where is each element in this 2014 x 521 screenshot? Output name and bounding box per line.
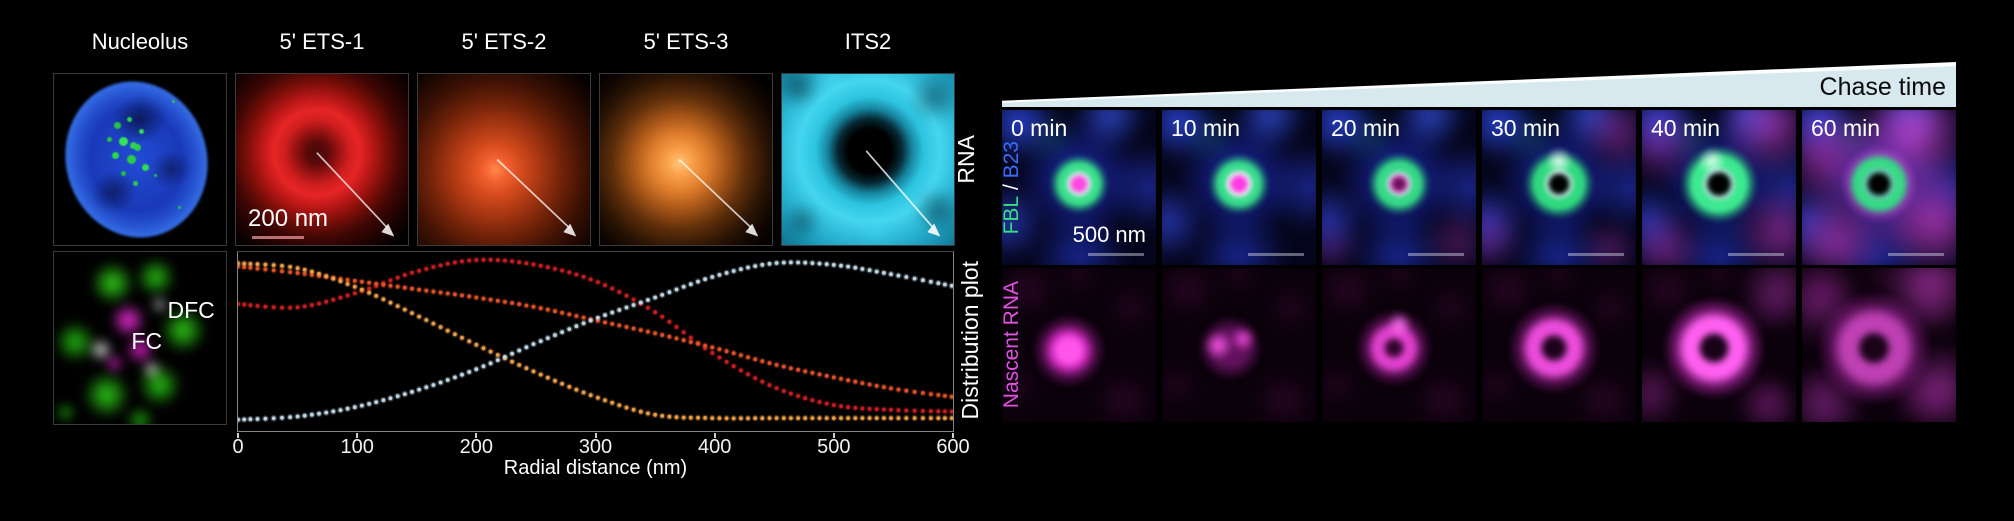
fbl-ring [1675, 140, 1763, 228]
nascent-rna-image-30min [1482, 268, 1636, 422]
scale-bar-line [1728, 253, 1784, 256]
fbl-b23-image-40min: 40 min [1642, 110, 1796, 265]
fbl-ring [1202, 147, 1276, 221]
column-label-nucleolus: Nucleolus [53, 28, 227, 56]
x-tick-label: 200 [460, 436, 493, 459]
scale-bar: 200 nm [248, 205, 328, 239]
fbl-b23-image-20min: 20 min [1322, 110, 1476, 265]
x-tick-label: 600 [936, 436, 969, 459]
time-label: 20 min [1331, 115, 1400, 142]
nascent-rna-signal [1489, 283, 1619, 413]
x-tick-label: 300 [579, 436, 612, 459]
y-axis-title: Distribution plot [948, 251, 992, 430]
row-label-part: B23 [1000, 141, 1023, 178]
scale-bar-label: 200 nm [248, 205, 328, 233]
fc-dfc-zoom-image: DFC FC [53, 251, 227, 425]
chase-time-label: Chase time [1820, 73, 1956, 107]
x-tick-label: 500 [817, 436, 850, 459]
time-label: 40 min [1651, 115, 1720, 142]
scale-bar-line [1248, 253, 1304, 256]
nascent-rna-signal [1009, 283, 1139, 413]
nucleolus-overview-image [53, 73, 227, 246]
x-tick-label: 400 [698, 436, 731, 459]
nascent-rna-image-40min [1642, 268, 1796, 422]
fc-label: FC [131, 328, 162, 355]
pointer-arrow-icon [418, 74, 590, 245]
nascent-rna-label: Nascent RNA [997, 268, 1027, 422]
x-tick-label: 100 [340, 436, 373, 459]
column-label-5ets2: 5' ETS-2 [417, 28, 591, 56]
nucleus-blue-stain [53, 73, 226, 246]
fbl-b23-image-10min: 10 min [1162, 110, 1316, 265]
scale-bar-line [252, 236, 304, 239]
scale-bar-label: 500 nm [1073, 222, 1146, 248]
x-tick-label: 0 [232, 436, 243, 459]
fbl-ring [1361, 146, 1437, 222]
time-label: 60 min [1811, 115, 1880, 142]
nascent-rna-image-10min [1162, 268, 1316, 422]
pointer-arrow-icon [782, 74, 954, 245]
column-label-5ets1: 5' ETS-1 [235, 28, 409, 56]
time-label: 30 min [1491, 115, 1560, 142]
dfc-label: DFC [168, 297, 215, 324]
fbl-b23-image-60min: 60 min [1802, 110, 1956, 265]
nascent-rna-signal [1329, 283, 1459, 413]
fbl-b23-image-30min: 30 min [1482, 110, 1636, 265]
nascent-rna-image-60min [1802, 268, 1956, 422]
pointer-arrow-icon [600, 74, 772, 245]
figure-canvas: Nucleolus 5' ETS-1 5' ETS-2 5' ETS-3 ITS… [0, 0, 2014, 521]
nascent-rna-signal [1649, 283, 1779, 413]
fbl-b23-label: FBL / B23 [997, 110, 1027, 265]
nascent-rna-signal [1809, 283, 1939, 413]
5ets2-rna-image [417, 73, 591, 246]
5ets3-rna-image [599, 73, 773, 246]
scale-bar-line [1568, 253, 1624, 256]
time-label: 10 min [1171, 115, 1240, 142]
row-label-part: / [1000, 178, 1023, 196]
fbl-ring [1043, 148, 1115, 220]
scale-bar-line [1088, 253, 1144, 256]
distribution-plot: 0100200300400500600 Radial distance (nm) [237, 251, 954, 432]
scale-bar-line [1408, 253, 1464, 256]
column-label-its2: ITS2 [781, 28, 955, 56]
fbl-ring [1518, 143, 1600, 225]
row-label-part: FBL [1000, 196, 1023, 235]
plot-curves [238, 252, 953, 431]
5ets1-rna-image: 200 nm [235, 73, 409, 246]
nascent-rna-signal [1169, 283, 1299, 413]
nascent-rna-image-20min [1322, 268, 1476, 422]
its2-rna-image [781, 73, 955, 246]
x-axis-title: Radial distance (nm) [238, 457, 953, 480]
fbl-ring [1835, 140, 1923, 228]
column-label-5ets3: 5' ETS-3 [599, 28, 773, 56]
scale-bar-line [1888, 253, 1944, 256]
